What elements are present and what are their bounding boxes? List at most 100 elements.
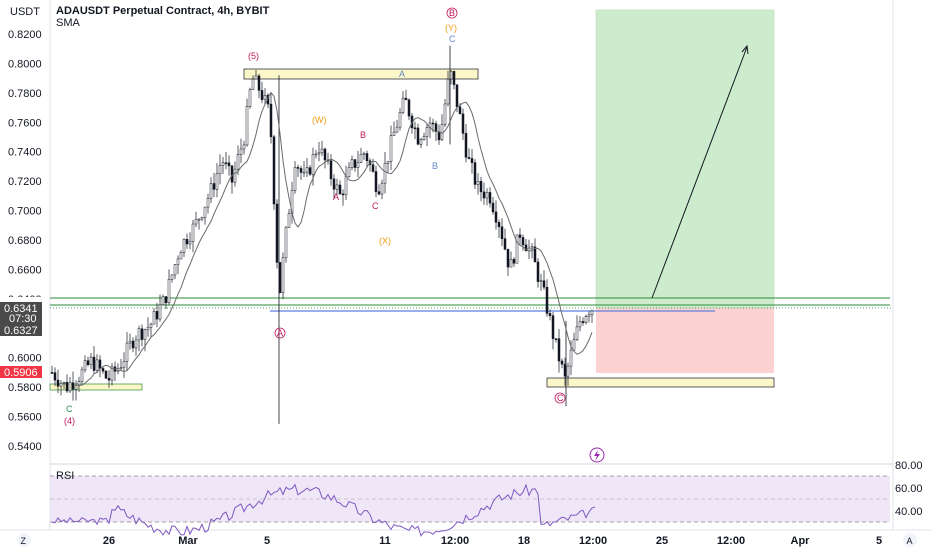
target-arrow[interactable] <box>651 46 748 299</box>
candle-body <box>269 103 273 138</box>
candle-body <box>281 257 285 293</box>
candle-body <box>434 123 438 132</box>
time-tick-label: 12:00 <box>717 535 745 547</box>
wave-label-c-green: C <box>66 404 73 414</box>
chart-title[interactable]: ADAUSDT Perpetual Contract, 4h, BYBIT <box>56 5 270 17</box>
candle-body <box>590 310 594 316</box>
time-tick-label: 5 <box>264 535 270 547</box>
yellow-low-zone[interactable] <box>546 377 775 388</box>
a-button[interactable] <box>903 533 917 547</box>
candle-body <box>239 148 243 155</box>
wave-label-4: (4) <box>64 416 75 426</box>
candle-body <box>395 126 399 133</box>
candle-body <box>461 113 465 134</box>
candle-body <box>446 78 450 105</box>
wave-label-c-circle: C <box>557 393 564 403</box>
candle-body <box>512 258 516 264</box>
candle-body <box>323 148 327 161</box>
candle-body <box>311 154 315 175</box>
candle-body <box>197 218 201 221</box>
candle-body <box>350 159 354 168</box>
currency-label: USDT <box>10 6 40 18</box>
candle-body <box>302 171 306 174</box>
candle-body <box>587 314 591 317</box>
candle-body <box>209 183 213 199</box>
candle-body <box>464 133 468 158</box>
candle-body <box>143 329 147 340</box>
candle-body <box>245 106 249 146</box>
candle-body <box>230 165 234 183</box>
time-tick-label: 26 <box>103 535 115 547</box>
candle-body <box>545 286 549 314</box>
candle-body <box>437 131 441 141</box>
rsi-label[interactable]: RSI <box>56 470 75 482</box>
candle-body <box>365 153 369 161</box>
candle-body <box>104 370 108 379</box>
countdown-text: 07:30 <box>9 313 37 325</box>
candle-body <box>476 181 480 185</box>
wave-label-b-red: B <box>360 130 366 140</box>
price-tick-label: 0.7600 <box>8 117 42 129</box>
wave-label-a-blue: A <box>399 69 405 79</box>
candle-body <box>470 158 474 163</box>
target-zone[interactable] <box>595 9 775 309</box>
candle-body <box>362 153 366 155</box>
candle-body <box>455 84 459 108</box>
wave-circle-c <box>554 392 566 404</box>
wave-label-a-circle: A <box>277 328 283 338</box>
candle-body <box>551 315 555 339</box>
stop-price-badge <box>0 366 42 378</box>
wave-label-x: (X) <box>379 236 391 246</box>
price-tick-label: 0.7200 <box>8 176 42 188</box>
stop-zone[interactable] <box>596 308 774 373</box>
candle-body <box>254 75 258 80</box>
candle-body <box>386 161 390 164</box>
candle-body <box>224 162 228 165</box>
candle-body <box>206 197 210 208</box>
z-button[interactable] <box>17 533 31 547</box>
candle-body <box>581 321 585 323</box>
candle-body <box>59 383 63 387</box>
candle-body <box>95 359 99 371</box>
left-zone[interactable] <box>49 383 143 391</box>
candle-body <box>200 217 204 220</box>
candle-body <box>242 144 246 150</box>
candle-body <box>101 368 105 372</box>
candle-body <box>110 366 114 381</box>
candle-body <box>314 153 318 156</box>
candle-body <box>485 192 489 199</box>
candle-body <box>194 219 198 225</box>
candle-body <box>128 340 132 344</box>
sma-line <box>75 91 593 386</box>
rsi-line <box>51 483 596 537</box>
candle-body <box>389 135 393 162</box>
candle-body <box>203 206 207 218</box>
yellow-top-zone[interactable] <box>243 68 479 80</box>
wave-label-y: (Y) <box>445 23 457 33</box>
wave-label-b-blue: B <box>432 161 438 171</box>
candle-body <box>347 167 351 177</box>
stop-price-text: 0.5906 <box>4 367 38 379</box>
indicator-label[interactable]: SMA <box>56 17 80 29</box>
candle-body <box>452 71 456 85</box>
candle-body <box>284 227 288 259</box>
candle-body <box>320 148 324 154</box>
candle-body <box>107 378 111 381</box>
candles-group <box>50 45 594 424</box>
candle-body <box>341 193 345 196</box>
candle-body <box>530 246 534 249</box>
candle-body <box>155 311 159 320</box>
candle-body <box>191 223 195 242</box>
candle-body <box>494 211 498 223</box>
candle-body <box>131 340 135 349</box>
candle-body <box>185 239 189 245</box>
candle-body <box>146 327 150 331</box>
current-price-badge <box>0 302 42 324</box>
time-tick-label: Mar <box>178 535 198 547</box>
price-tick-label: 0.5800 <box>8 382 42 394</box>
candle-body <box>158 304 162 320</box>
candle-body <box>137 328 141 341</box>
time-tick-label: 12:00 <box>441 535 469 547</box>
candle-body <box>152 311 156 325</box>
